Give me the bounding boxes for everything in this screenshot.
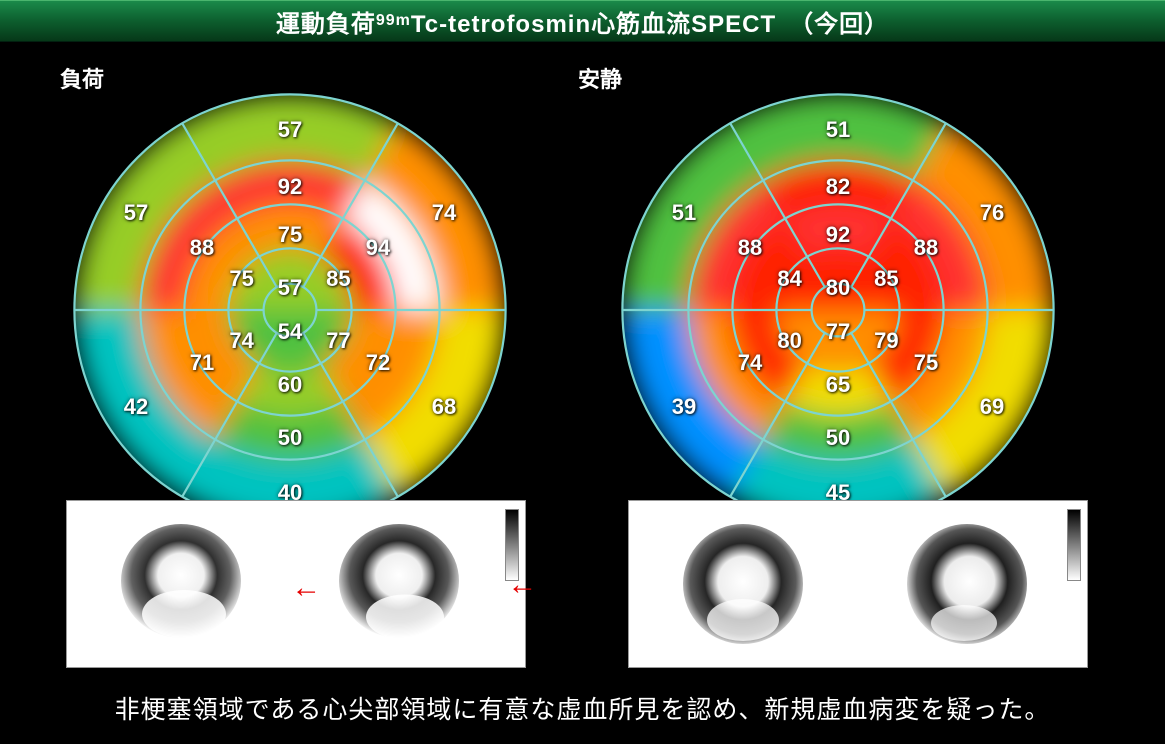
slice-image-stress-2: [312, 509, 492, 659]
caption-text: 非梗塞領域である心尖部領域に有意な虚血所見を認め、新規虚血病変を疑った。: [0, 690, 1165, 726]
defect-arrow-icon: ←: [291, 571, 321, 605]
rest-label: 安静: [578, 62, 622, 94]
polar-map-rest: 5176694539518288755074889285796580848077: [618, 90, 1058, 530]
slice-image-rest-1: [656, 509, 836, 659]
main-area: 負荷 安静 5774684042579294725071887585776074…: [0, 42, 1165, 572]
header-isotope: 99m: [376, 12, 411, 30]
header-bar: 運動負荷 99m Tc-tetrofosmin心筋血流SPECT （今回）: [0, 0, 1165, 42]
slice-image-rest-2: [874, 509, 1054, 659]
slice-panel-stress: ←←: [66, 500, 526, 668]
slice-image-stress-1: [94, 509, 274, 659]
polar-map-stress: 5774684042579294725071887585776074755754: [70, 90, 510, 530]
grayscale-bar-rest: [1067, 509, 1081, 581]
defect-arrow-icon: ←: [507, 568, 537, 602]
header-prefix: 運動負荷: [276, 4, 376, 39]
slice-panel-rest: [628, 500, 1088, 668]
header-tracer: Tc-tetrofosmin心筋血流SPECT （今回）: [411, 4, 889, 39]
